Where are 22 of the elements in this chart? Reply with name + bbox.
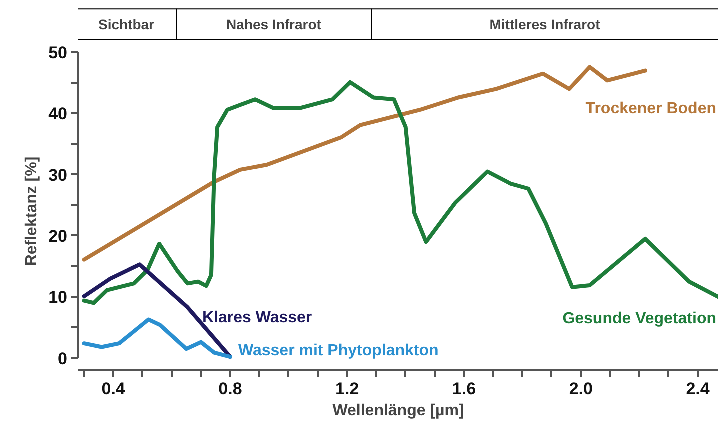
x-tick-label: 1.6 [452, 380, 476, 398]
series-label: Wasser mit Phytoplankton [238, 342, 439, 360]
y-tick-label: 40 [48, 104, 68, 124]
text: Nahes Infrarot [226, 16, 322, 32]
series-label: Klares Wasser [202, 310, 312, 327]
y-tick-label: 50 [48, 44, 68, 62]
y-tick-label: 0 [58, 349, 68, 368]
line-series [82, 80, 718, 306]
x-axis-title: Wellenlänge [µm] [332, 402, 464, 420]
x-tick-label: 2.0 [569, 380, 593, 398]
y-tick-label: 10 [48, 288, 68, 308]
x-tick-label: 1.2 [336, 380, 360, 398]
x-tick-label: 0.8 [218, 380, 242, 398]
series-label: Gesunde Vegetation [562, 310, 716, 328]
x-tick-label: 2.4 [686, 380, 710, 398]
y-axis-title: Reflektanz [%] [24, 156, 41, 266]
y-tick-label: 30 [48, 166, 68, 185]
text: Mittleres Infrarot [490, 16, 601, 32]
y-tick-label: 20 [48, 226, 68, 246]
x-tick-label: 0.4 [102, 380, 126, 398]
text: Sichtbar [98, 16, 156, 32]
series-label: Trockener Boden [586, 100, 716, 118]
